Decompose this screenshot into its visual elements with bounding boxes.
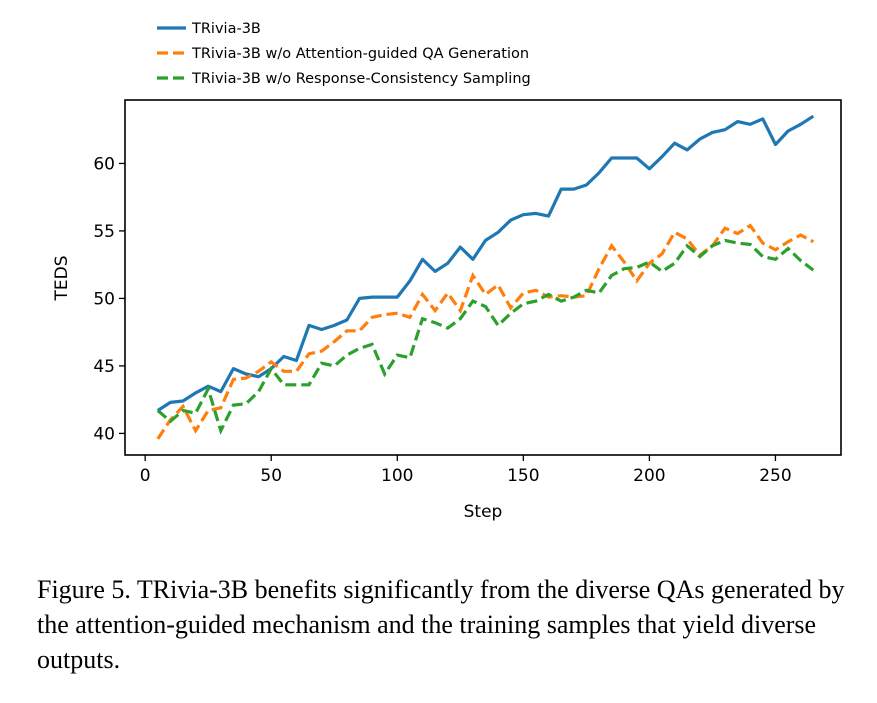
x-tick-label: 50 [260,466,282,486]
figure-caption: Figure 5. TRivia-3B benefits significant… [37,575,845,674]
x-tick-label: 200 [633,466,665,486]
y-tick-label: 50 [93,289,115,309]
x-axis: 0 50 100 150 200 250 [140,455,792,486]
y-tick-label: 40 [93,424,115,444]
y-tick-label: 60 [93,154,115,174]
axes-frame [124,99,842,456]
legend-label: TRivia-3B w/o Response-Consistency Sampl… [191,71,531,87]
legend-label: TRivia-3B [191,21,261,37]
y-axis-label: TEDS [52,255,72,301]
series-line-2 [156,223,815,440]
x-axis-label: Step [464,502,503,522]
y-tick-label: 55 [93,222,115,242]
y-tick-label: 45 [93,357,115,377]
x-tick-label: 100 [381,466,413,486]
y-axis: 40 45 50 55 60 [93,154,125,444]
legend: TRivia-3B TRivia-3B w/o Attention-guided … [157,21,531,87]
plot-lines [156,114,815,440]
line-chart: TRivia-3B TRivia-3B w/o Attention-guided … [52,21,842,522]
x-tick-label: 250 [759,466,791,486]
x-tick-label: 0 [140,466,151,486]
legend-label: TRivia-3B w/o Attention-guided QA Genera… [191,46,529,62]
series-line-3 [156,238,815,436]
x-tick-label: 150 [507,466,539,486]
series-line-1 [156,114,815,412]
